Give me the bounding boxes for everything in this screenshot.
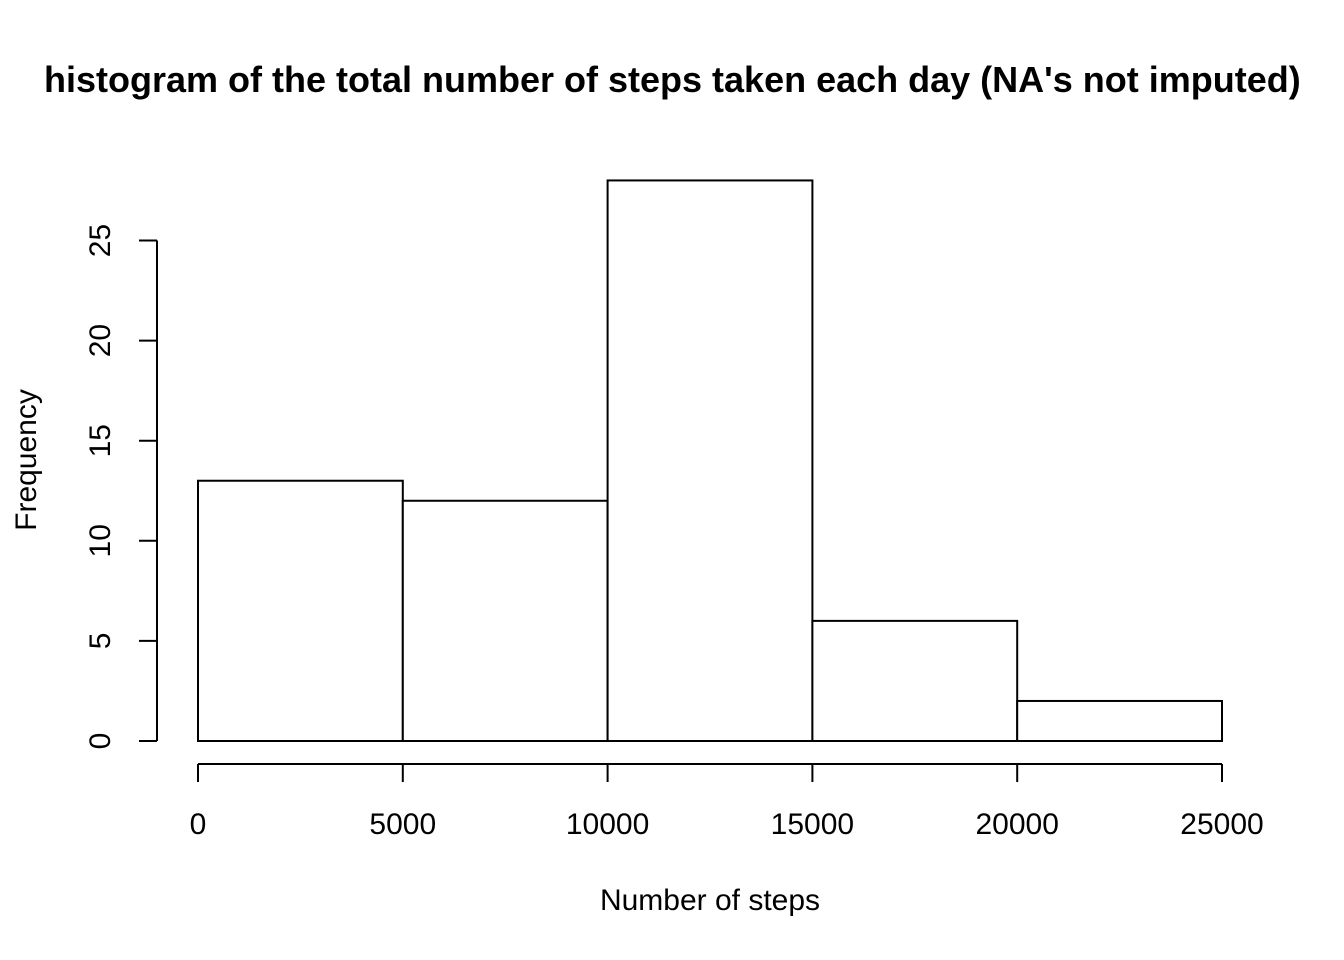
chart-title: histogram of the total number of steps t… [44,59,1301,100]
y-axis: 0 5 10 15 20 25 [84,224,158,750]
histogram-bar-0 [197,479,404,742]
histogram-bar-2 [606,179,814,742]
x-tick-label-2: 10000 [566,808,649,841]
histogram-bar-3 [811,619,1019,743]
x-axis-label: Number of steps [600,884,820,917]
y-tick-label-5: 25 [84,224,117,257]
histogram-bar-1 [401,499,609,743]
x-tick-label-1: 5000 [369,808,436,841]
x-tick-label-0: 0 [190,808,207,841]
histogram-bar-4 [1016,699,1224,743]
x-axis: 0 5000 10000 15000 20000 25000 [190,763,1264,841]
x-tick-label-4: 20000 [975,808,1058,841]
y-tick-label-1: 5 [84,633,117,650]
x-tick-label-5: 25000 [1180,808,1263,841]
y-tick-label-4: 20 [84,324,117,357]
bars-group [197,179,1224,743]
x-tick-label-3: 15000 [771,808,854,841]
y-axis-label: Frequency [10,389,43,531]
y-tick-label-0: 0 [84,733,117,750]
y-tick-label-3: 15 [84,424,117,457]
y-tick-label-2: 10 [84,524,117,557]
